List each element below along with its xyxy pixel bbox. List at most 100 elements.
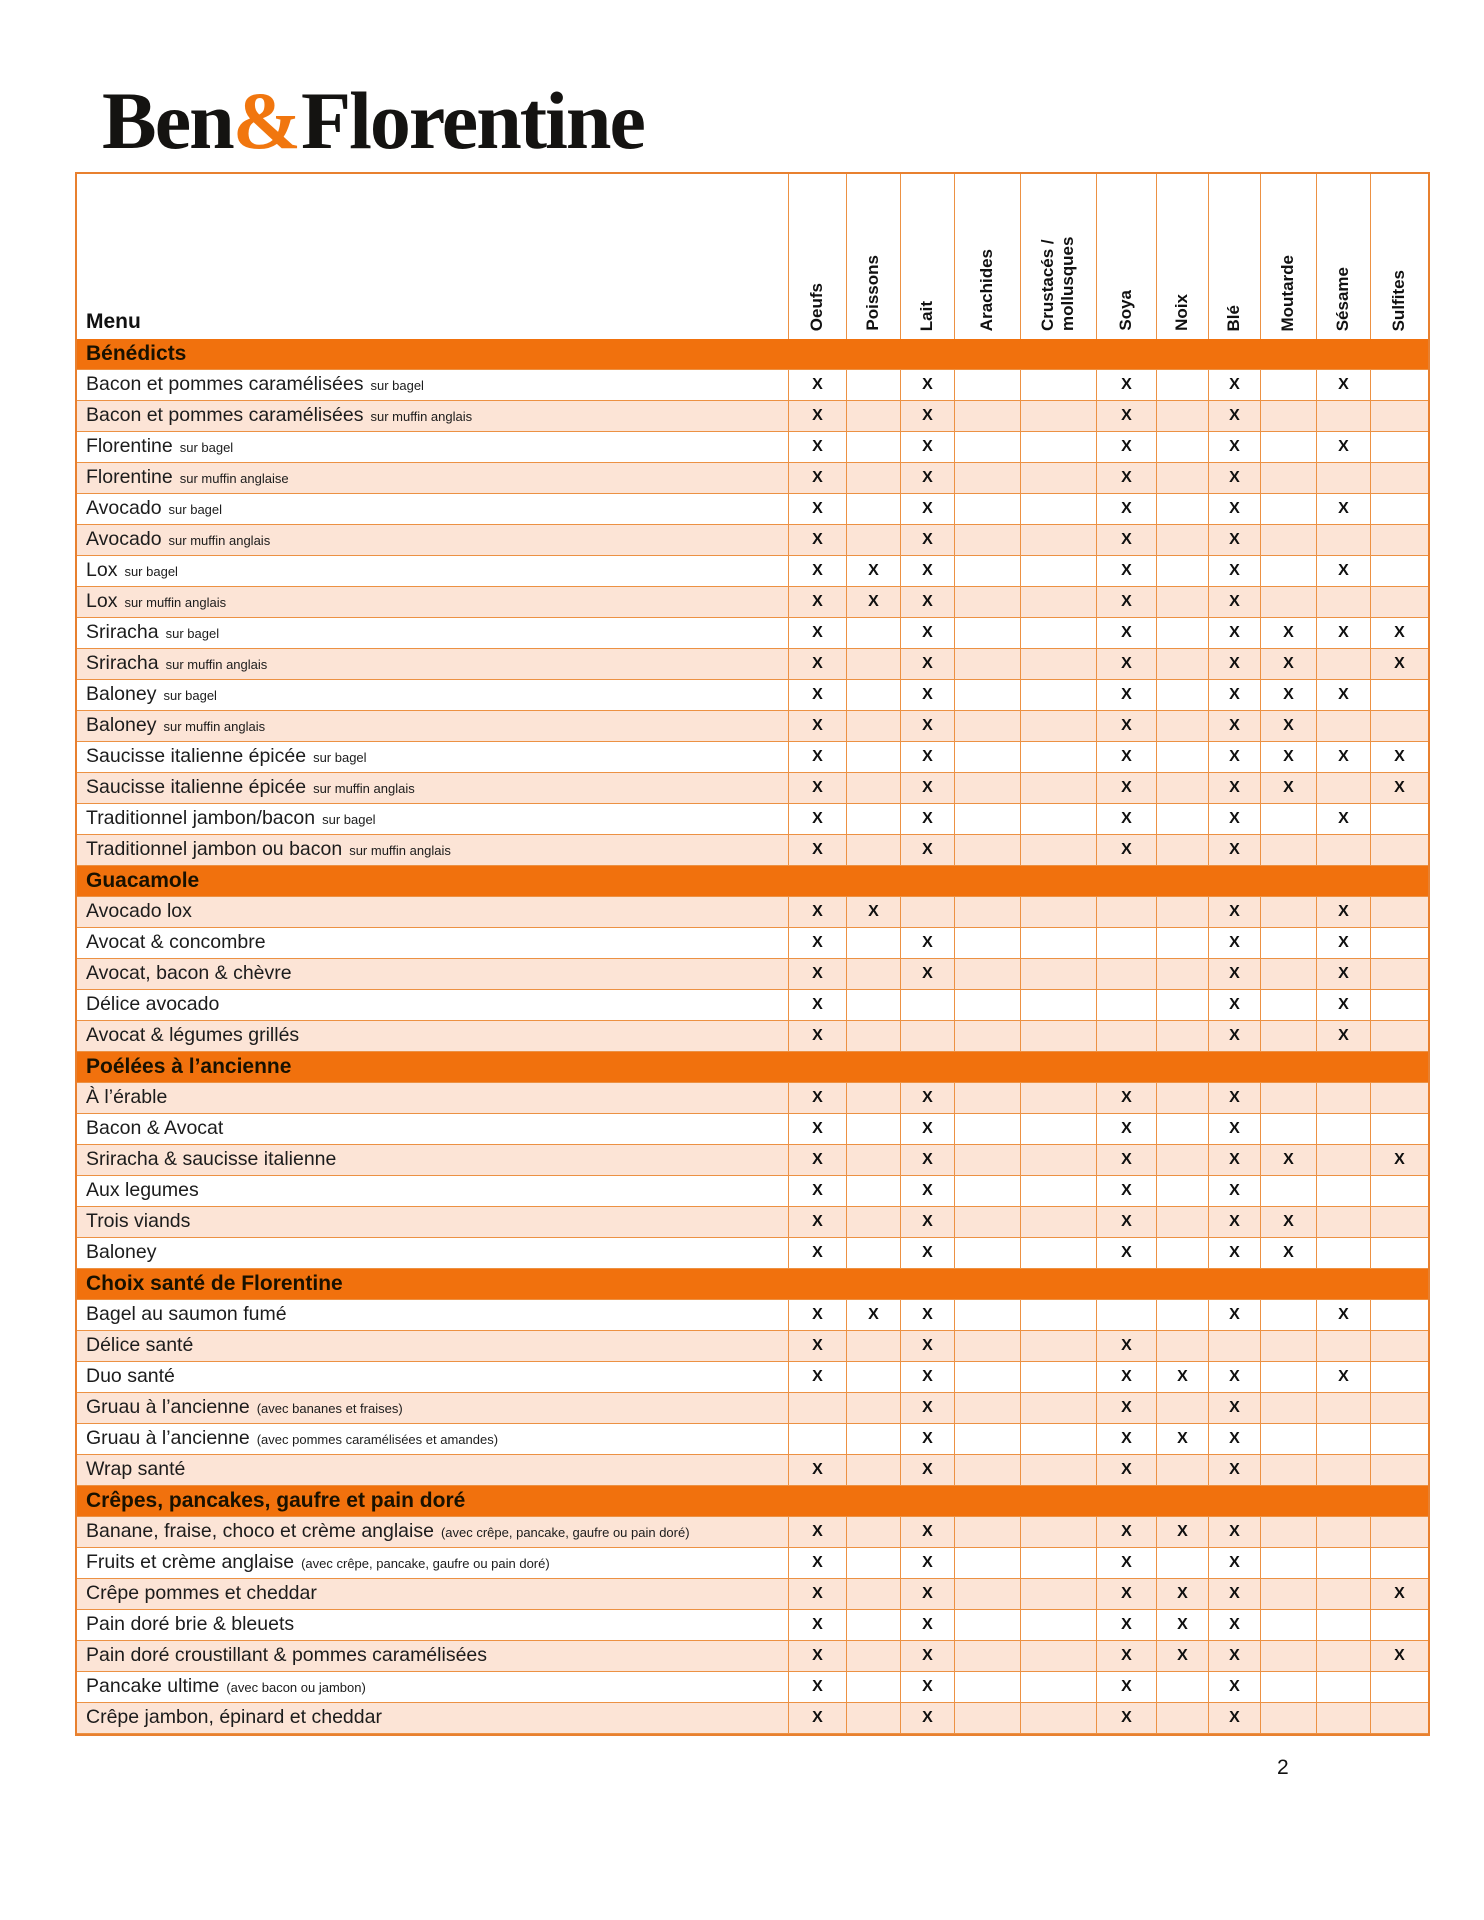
column-header-label: Soya	[1116, 290, 1136, 331]
allergen-cell	[1260, 1114, 1316, 1144]
allergen-cell: X	[1208, 1114, 1260, 1144]
allergen-cell: X	[900, 711, 954, 741]
allergen-cell: X	[900, 1083, 954, 1113]
allergen-mark: X	[812, 965, 823, 982]
menu-row: Délice santé X X X	[77, 1331, 1428, 1362]
allergen-mark: X	[1121, 531, 1132, 548]
allergen-cell: X	[1208, 649, 1260, 679]
allergen-mark: X	[1338, 903, 1349, 920]
allergen-cell: X	[900, 928, 954, 958]
allergen-cell	[1156, 370, 1208, 400]
item-label: Saucisse italienne épicée sur bagel	[77, 742, 788, 772]
allergen-mark: X	[1177, 1430, 1188, 1447]
allergen-cell: X	[1260, 1238, 1316, 1268]
allergen-mark: X	[1229, 1616, 1240, 1633]
menu-row: Avocat & légumes grillés X X X	[77, 1021, 1428, 1052]
allergen-cell: X	[900, 618, 954, 648]
allergen-cell	[1370, 1362, 1428, 1392]
allergen-cell	[846, 432, 900, 462]
allergen-cell	[846, 1548, 900, 1578]
menu-row: À l’érable X X X X	[77, 1083, 1428, 1114]
allergen-cell	[1156, 494, 1208, 524]
allergen-cell: X	[788, 1331, 846, 1361]
allergen-mark: X	[1121, 1151, 1132, 1168]
column-header-label: Poissons	[863, 255, 883, 331]
allergen-mark: X	[1229, 748, 1240, 765]
menu-row: Avocado sur bagel X X X X X	[77, 494, 1428, 525]
item-name: Trois viands	[86, 1210, 191, 1232]
allergen-cell	[1020, 1300, 1096, 1330]
allergen-mark: X	[1229, 1678, 1240, 1695]
allergen-cell	[1020, 1672, 1096, 1702]
allergen-cell	[1260, 1672, 1316, 1702]
allergen-cell	[846, 990, 900, 1020]
allergen-cell	[954, 556, 1020, 586]
allergen-cell: X	[1316, 432, 1370, 462]
allergen-cell	[1316, 1114, 1370, 1144]
allergen-cell: X	[1316, 556, 1370, 586]
allergen-cell	[846, 1362, 900, 1392]
allergen-cell	[954, 1517, 1020, 1547]
item-subtext: sur muffin anglais	[370, 409, 473, 424]
allergen-cell: X	[1096, 1641, 1156, 1671]
column-header: Sésame	[1316, 174, 1370, 339]
allergen-cell	[954, 1362, 1020, 1392]
allergen-mark: X	[922, 562, 933, 579]
allergen-mark: X	[812, 1616, 823, 1633]
allergen-cell	[846, 525, 900, 555]
allergen-mark: X	[1229, 593, 1240, 610]
allergen-mark: X	[1121, 376, 1132, 393]
column-header-label: Noix	[1172, 294, 1192, 331]
allergen-cell: X	[900, 1548, 954, 1578]
brand-logo-ampersand: &	[232, 75, 302, 166]
allergen-cell: X	[1096, 649, 1156, 679]
allergen-cell	[1020, 494, 1096, 524]
allergen-cell: X	[788, 928, 846, 958]
item-label: Pain doré brie & bleuets	[77, 1610, 788, 1640]
item-subtext: sur bagel	[322, 812, 376, 827]
allergen-mark: X	[1229, 655, 1240, 672]
allergen-cell	[846, 1145, 900, 1175]
allergen-cell	[1156, 773, 1208, 803]
item-label: Banane, fraise, choco et crème anglaise (…	[77, 1517, 788, 1547]
allergen-mark: X	[1121, 1554, 1132, 1571]
allergen-cell	[1370, 587, 1428, 617]
column-header-label: Oeufs	[807, 282, 827, 331]
allergen-cell	[1370, 1424, 1428, 1454]
allergen-cell: X	[1096, 618, 1156, 648]
allergen-mark: X	[1229, 1430, 1240, 1447]
allergen-cell: X	[900, 773, 954, 803]
allergen-cell: X	[1370, 1641, 1428, 1671]
allergen-cell: X	[900, 1331, 954, 1361]
item-name: Sriracha	[86, 652, 159, 674]
item-name: Avocat & légumes grillés	[86, 1024, 300, 1046]
item-label: Gruau à l’ancienne (avec pommes caramélis…	[77, 1424, 788, 1454]
allergen-cell	[1316, 1393, 1370, 1423]
allergen-cell: X	[846, 897, 900, 927]
allergen-cell	[954, 1672, 1020, 1702]
allergen-cell	[1096, 990, 1156, 1020]
menu-row: Baloney X X X X X	[77, 1238, 1428, 1269]
allergen-cell	[846, 1424, 900, 1454]
allergen-cell	[1316, 1331, 1370, 1361]
allergen-mark: X	[1229, 1151, 1240, 1168]
allergen-mark: X	[812, 996, 823, 1013]
allergen-mark: X	[812, 779, 823, 796]
allergen-cell	[954, 1641, 1020, 1671]
menu-row: Sriracha & saucisse italienne X X X X X X	[77, 1145, 1428, 1176]
allergen-mark: X	[1177, 1585, 1188, 1602]
item-label: Baloney sur muffin anglais	[77, 711, 788, 741]
allergen-cell	[846, 463, 900, 493]
section-header: Crêpes, pancakes, gaufre et pain doré	[77, 1486, 1428, 1517]
allergen-mark: X	[812, 717, 823, 734]
allergen-mark: X	[1121, 1709, 1132, 1726]
allergen-mark: X	[1338, 686, 1349, 703]
allergen-mark: X	[922, 1430, 933, 1447]
allergen-mark: X	[1338, 1306, 1349, 1323]
allergen-cell: X	[1096, 680, 1156, 710]
allergen-cell	[1020, 773, 1096, 803]
allergen-cell: X	[1316, 959, 1370, 989]
allergen-mark: X	[1283, 1244, 1294, 1261]
allergen-cell	[1370, 1455, 1428, 1485]
allergen-cell: X	[1208, 1300, 1260, 1330]
